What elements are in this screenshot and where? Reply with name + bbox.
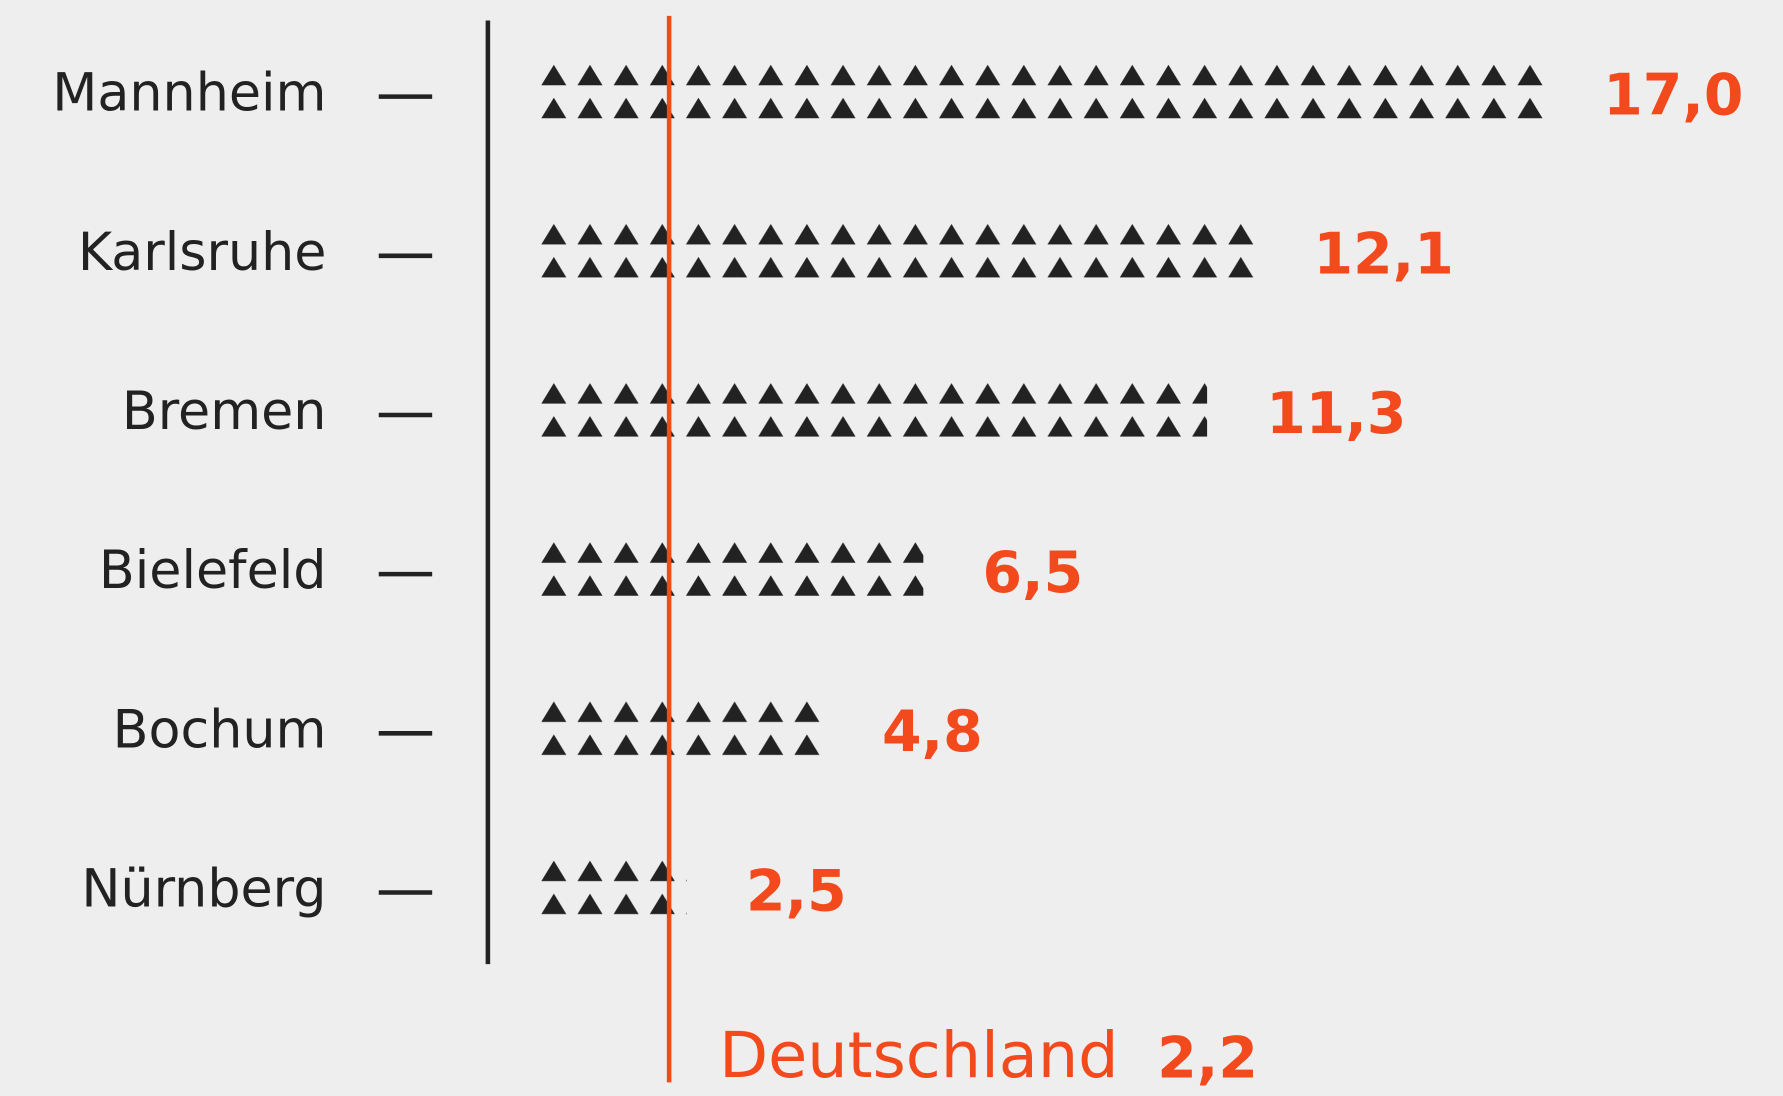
- reference-value: 2,2: [1157, 1026, 1258, 1092]
- category-label: Bremen: [122, 381, 327, 442]
- bar: [539, 380, 1208, 447]
- category-label: Mannheim: [52, 63, 326, 124]
- bar: [539, 699, 823, 766]
- value-label: 17,0: [1603, 63, 1743, 129]
- category-label: Bielefeld: [99, 540, 327, 601]
- value-label: 2,5: [746, 858, 847, 924]
- category-label: Nürnberg: [81, 858, 326, 919]
- bar: [539, 62, 1545, 129]
- reference-label: Deutschland: [719, 1019, 1118, 1093]
- bar: [539, 221, 1255, 288]
- value-label: 4,8: [882, 699, 983, 765]
- bar: [539, 540, 924, 606]
- category-label: Karlsruhe: [78, 222, 327, 283]
- value-label: 11,3: [1266, 381, 1406, 447]
- category-label: Bochum: [113, 699, 327, 760]
- value-label: 6,5: [982, 540, 1083, 606]
- value-label: 12,1: [1314, 222, 1454, 288]
- bar: [539, 858, 687, 925]
